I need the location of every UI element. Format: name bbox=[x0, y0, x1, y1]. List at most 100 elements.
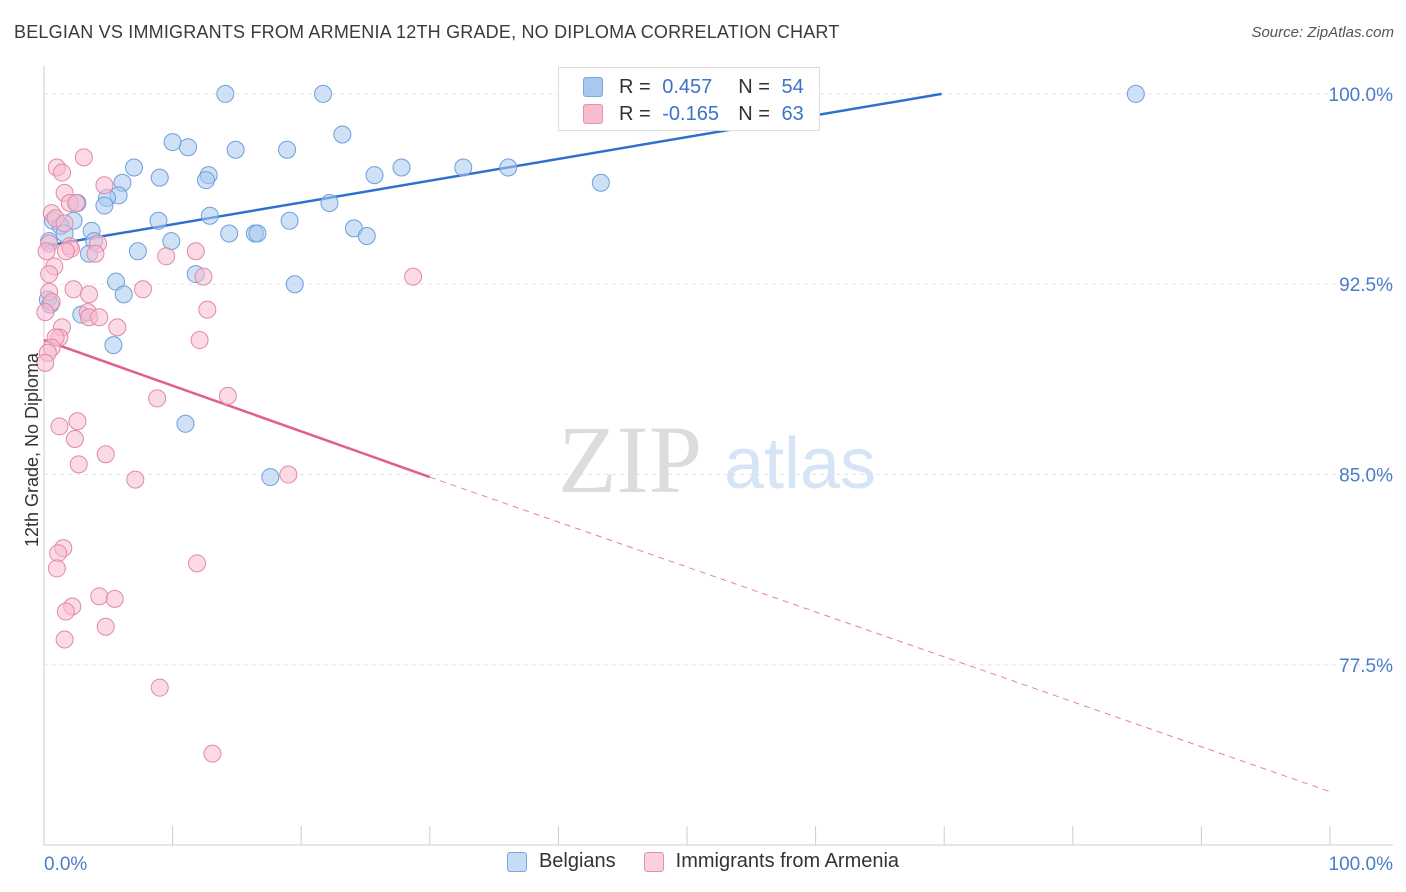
r-value-armenia: -0.165 bbox=[662, 102, 719, 125]
point-belgians bbox=[128, 242, 147, 261]
y-tick-label: 100.0% bbox=[1329, 85, 1394, 106]
chart-title: BELGIAN VS IMMIGRANTS FROM ARMENIA 12TH … bbox=[14, 22, 840, 42]
armenia-legend-swatch bbox=[643, 851, 664, 872]
r-label: R = bbox=[619, 102, 651, 125]
point-armenia bbox=[86, 244, 105, 263]
y-tick-label: 85.0% bbox=[1339, 466, 1393, 487]
point-armenia bbox=[203, 744, 222, 763]
point-belgians bbox=[226, 140, 245, 159]
point-armenia bbox=[190, 331, 209, 350]
x-tick-label-min: 0.0% bbox=[44, 854, 87, 875]
legend-item-belgians: Belgians bbox=[506, 850, 616, 873]
y-axis-label: 12th Grade, No Diploma bbox=[22, 352, 42, 547]
data-points bbox=[36, 84, 1145, 763]
point-belgians bbox=[261, 468, 280, 487]
point-belgians bbox=[499, 158, 518, 177]
point-belgians bbox=[150, 168, 169, 187]
n-label: N = bbox=[738, 75, 770, 98]
y-tick-labels: 100.0% 92.5% 85.0% 77.5% bbox=[1329, 85, 1394, 677]
point-armenia bbox=[65, 430, 84, 449]
point-belgians bbox=[278, 140, 297, 159]
point-armenia bbox=[37, 242, 56, 261]
point-belgians bbox=[104, 336, 123, 355]
point-belgians bbox=[216, 84, 235, 103]
point-armenia bbox=[69, 455, 88, 474]
point-armenia bbox=[68, 412, 87, 431]
belgians-swatch bbox=[583, 77, 603, 97]
point-armenia bbox=[47, 559, 66, 578]
point-armenia bbox=[40, 265, 59, 284]
point-armenia bbox=[157, 247, 176, 266]
point-armenia bbox=[56, 242, 75, 261]
point-belgians bbox=[454, 158, 473, 177]
point-armenia bbox=[36, 353, 55, 372]
point-belgians bbox=[220, 224, 239, 243]
point-armenia bbox=[74, 148, 93, 167]
y-tick-label: 92.5% bbox=[1339, 275, 1393, 296]
point-armenia bbox=[56, 602, 75, 621]
point-belgians bbox=[285, 275, 304, 294]
point-belgians bbox=[320, 194, 339, 213]
point-armenia bbox=[105, 589, 124, 608]
point-belgians bbox=[197, 171, 216, 190]
point-armenia bbox=[194, 267, 213, 286]
point-armenia bbox=[134, 280, 153, 299]
point-armenia bbox=[90, 587, 109, 606]
point-belgians bbox=[357, 227, 376, 246]
point-armenia bbox=[96, 445, 115, 464]
point-armenia bbox=[404, 267, 423, 286]
point-belgians bbox=[200, 206, 219, 225]
watermark-atlas: atlas bbox=[724, 424, 876, 504]
point-armenia bbox=[90, 308, 109, 327]
point-armenia bbox=[55, 630, 74, 649]
legend-label-belgians: Belgians bbox=[538, 850, 616, 872]
point-armenia bbox=[108, 318, 127, 337]
point-belgians bbox=[1126, 84, 1145, 103]
n-value-belgians: 54 bbox=[781, 75, 804, 98]
belgians-legend-swatch bbox=[506, 851, 527, 872]
legend-label-armenia: Immigrants from Armenia bbox=[675, 850, 900, 872]
point-armenia bbox=[67, 194, 86, 213]
point-belgians bbox=[365, 166, 384, 185]
x-tick-label-max: 100.0% bbox=[1329, 854, 1394, 875]
legend-item-armenia: Immigrants from Armenia bbox=[643, 850, 900, 873]
point-armenia bbox=[96, 617, 115, 636]
y-tick-label: 77.5% bbox=[1339, 656, 1393, 677]
series-legend: Belgians Immigrants from Armenia bbox=[0, 850, 1406, 873]
trend-line-dashed bbox=[429, 476, 1331, 793]
point-armenia bbox=[36, 303, 55, 322]
point-armenia bbox=[148, 389, 167, 408]
point-armenia bbox=[49, 544, 68, 563]
legend-row-belgians: R = 0.457 N = 54 bbox=[559, 73, 804, 101]
point-belgians bbox=[392, 158, 411, 177]
point-belgians bbox=[591, 173, 610, 192]
point-belgians bbox=[149, 211, 168, 230]
legend-row-armenia: R = -0.165 N = 63 bbox=[559, 100, 804, 128]
point-belgians bbox=[314, 84, 333, 103]
point-armenia bbox=[150, 678, 169, 697]
trend-line-solid bbox=[43, 338, 431, 479]
axes bbox=[43, 66, 1393, 846]
point-belgians bbox=[162, 232, 181, 251]
point-belgians bbox=[333, 125, 352, 144]
point-belgians bbox=[248, 224, 267, 243]
watermark: ZIP atlas bbox=[558, 406, 876, 513]
point-belgians bbox=[280, 211, 299, 230]
r-value-belgians: 0.457 bbox=[662, 75, 713, 98]
armenia-swatch bbox=[583, 104, 603, 124]
point-armenia bbox=[126, 470, 145, 489]
point-armenia bbox=[198, 300, 217, 319]
r-label: R = bbox=[619, 75, 651, 98]
point-armenia bbox=[55, 214, 74, 233]
point-armenia bbox=[218, 386, 237, 405]
point-armenia bbox=[50, 417, 69, 436]
point-armenia bbox=[188, 554, 207, 573]
point-belgians bbox=[125, 158, 144, 177]
source-credit: Source: ZipAtlas.com bbox=[1251, 24, 1394, 41]
n-value-armenia: 63 bbox=[781, 102, 804, 125]
n-label: N = bbox=[738, 102, 770, 125]
point-armenia bbox=[186, 242, 205, 261]
point-belgians bbox=[95, 196, 114, 215]
point-armenia bbox=[53, 163, 72, 182]
